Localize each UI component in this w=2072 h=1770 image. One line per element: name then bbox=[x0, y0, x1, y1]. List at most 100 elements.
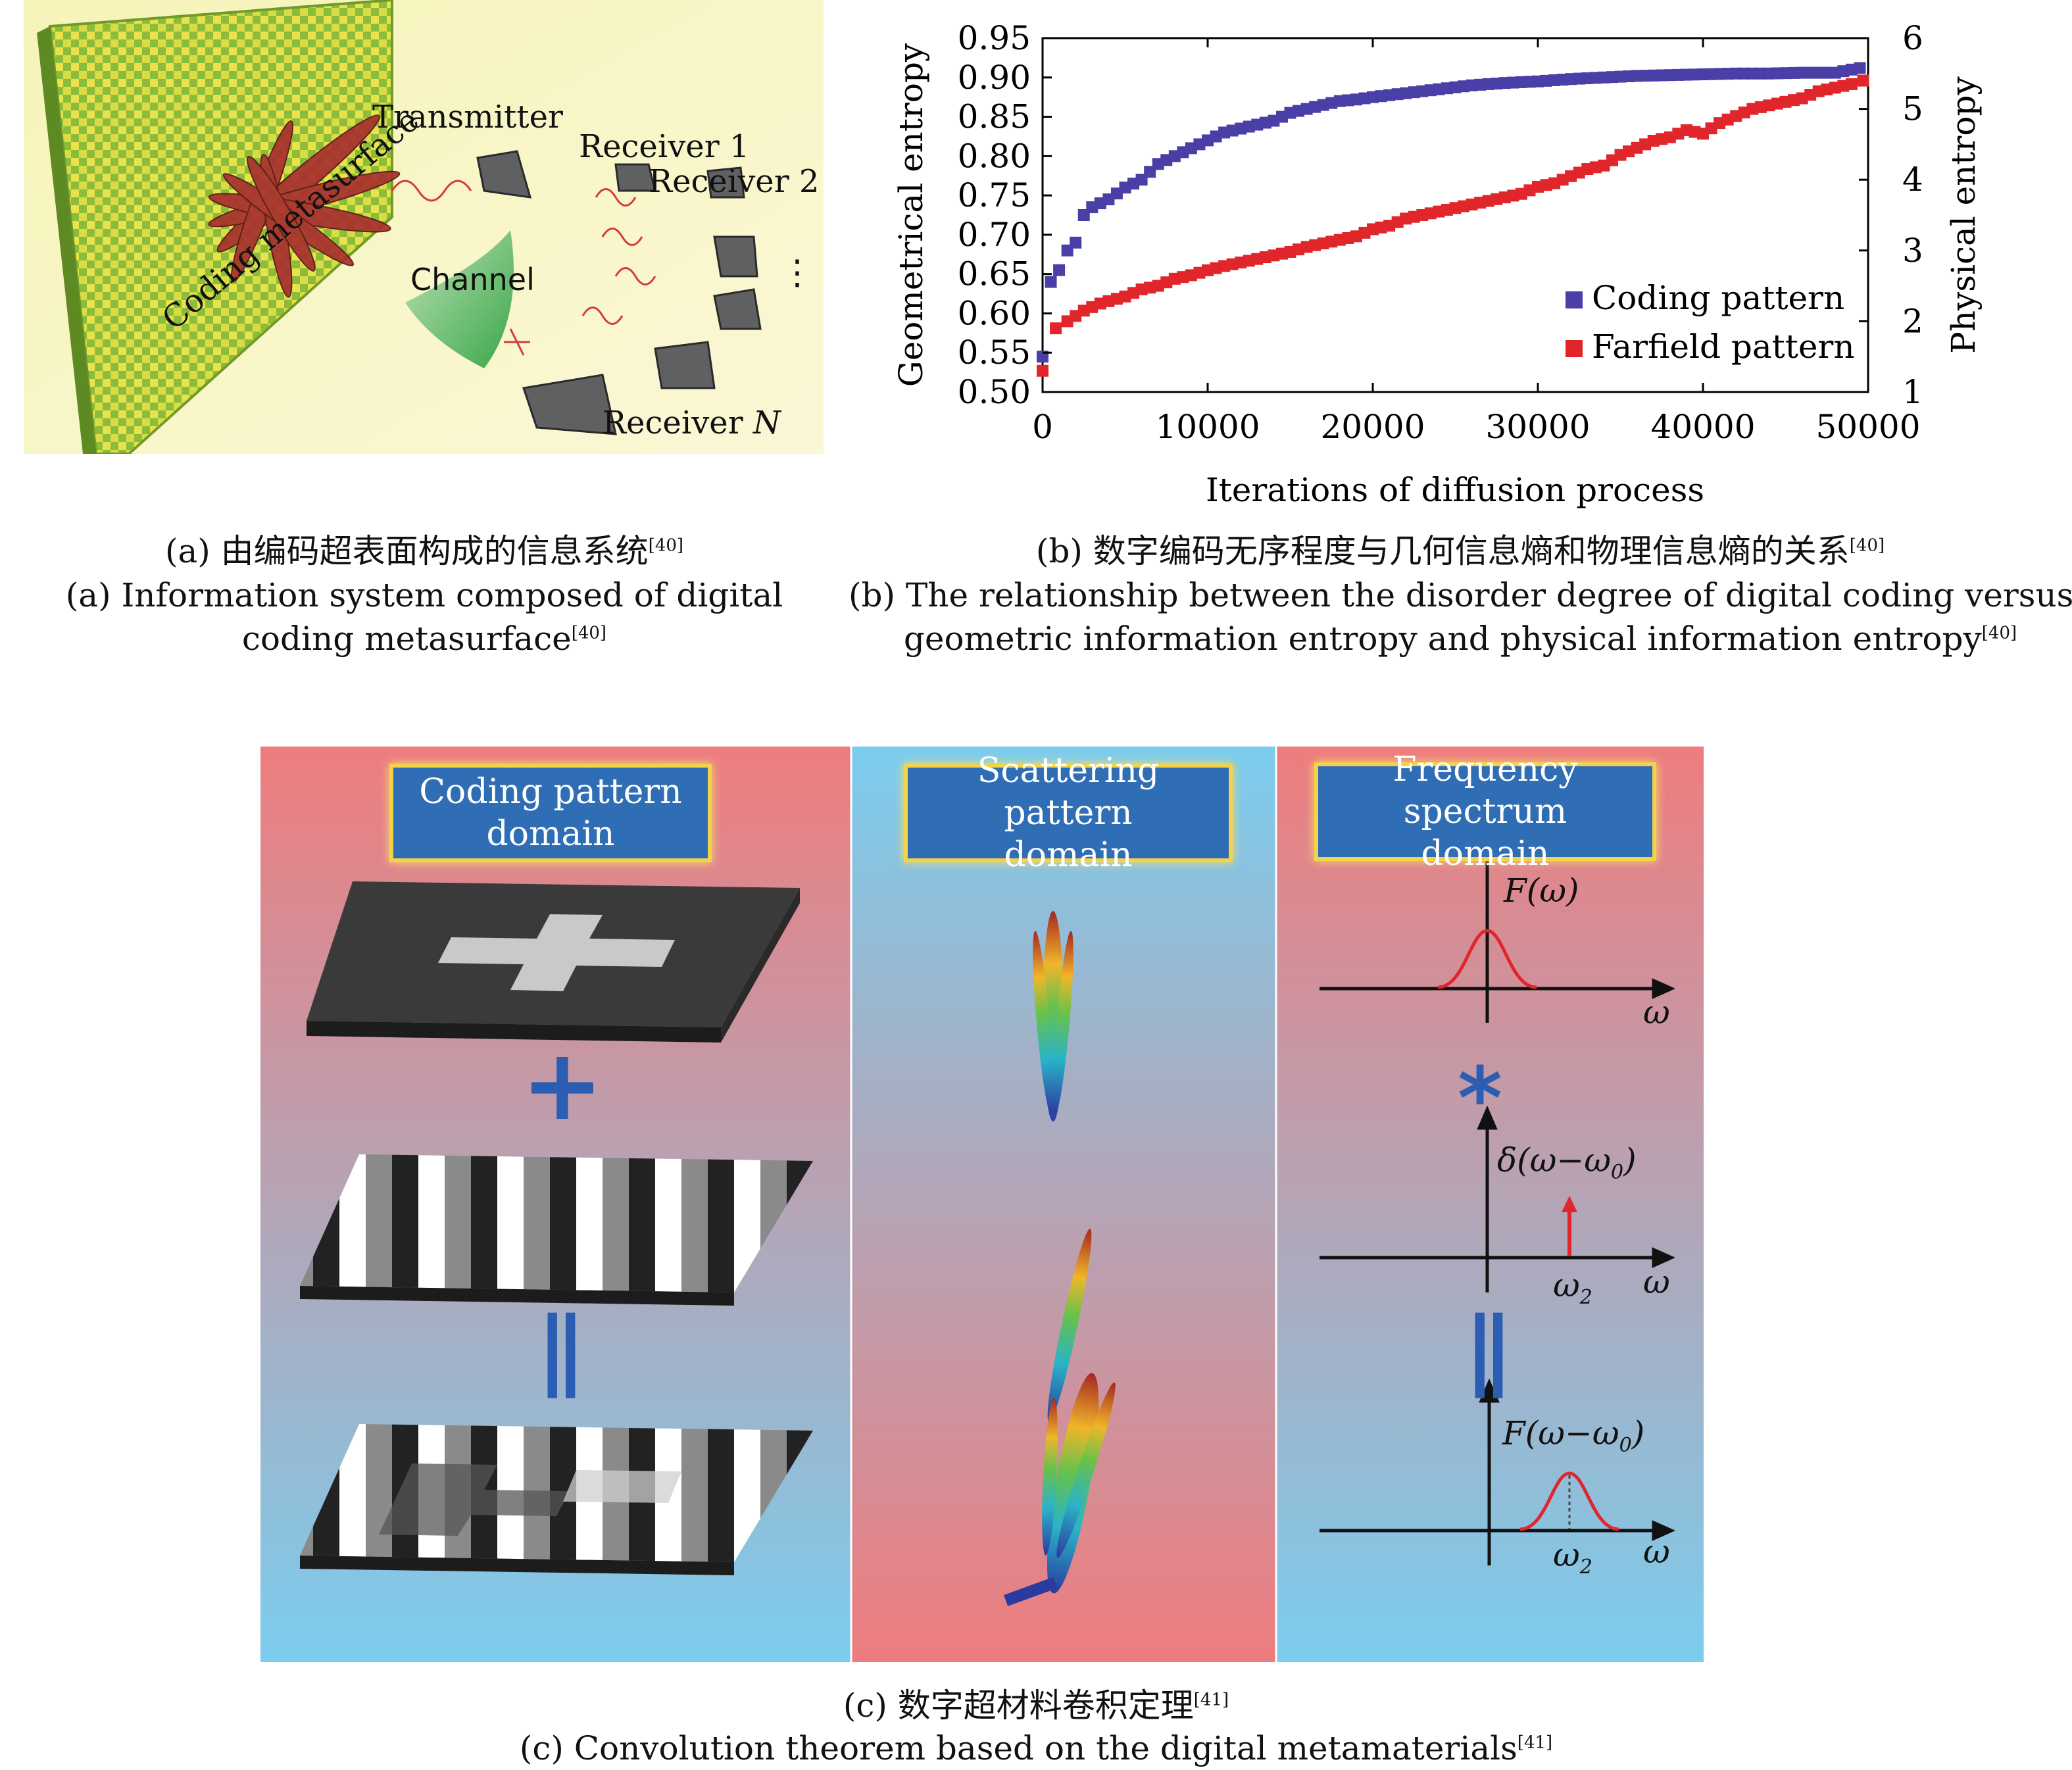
label-delta-sub: 0 bbox=[1611, 1161, 1624, 1184]
caption-b-en-ref: [40] bbox=[1981, 623, 2017, 643]
label-channel: Channel bbox=[410, 262, 535, 297]
y-tick-label: 0.80 bbox=[958, 137, 1031, 175]
equals-symbol-right: || bbox=[1464, 1298, 1514, 1398]
channel-shape bbox=[405, 230, 514, 368]
caption-c-cn-ref: [41] bbox=[1193, 1690, 1229, 1710]
y-tick-label: 0.50 bbox=[958, 373, 1031, 411]
legend: Coding pattern Farfield pattern bbox=[1566, 279, 1855, 366]
label-F-shift: F(ω−ω0) bbox=[1502, 1414, 1645, 1457]
caption-b-en-1: (b) The relationship between the disorde… bbox=[849, 576, 2072, 614]
scattering-pattern-3 bbox=[1004, 1373, 1116, 1606]
transmitter-beam-lobes bbox=[208, 114, 401, 298]
label-receiver-n-var: N bbox=[752, 405, 781, 441]
delta-arrow bbox=[1562, 1196, 1577, 1256]
caption-c-cn: (c) 数字超材料卷积定理[41] bbox=[0, 1684, 2072, 1727]
y2-axis-label: Physical entropy bbox=[1944, 76, 1983, 353]
y-tick-label: 0.60 bbox=[958, 294, 1031, 332]
data-point bbox=[1050, 322, 1062, 335]
axis-omega-2: ω bbox=[1643, 1263, 1670, 1301]
title-scattering-domain: Scattering pattern domain bbox=[904, 751, 1233, 875]
data-point bbox=[1845, 78, 1858, 90]
label-delta-text: δ(ω−ω bbox=[1497, 1141, 1612, 1179]
y-tick-label: 0.90 bbox=[958, 59, 1031, 97]
label-dots: ⋮ bbox=[780, 253, 814, 293]
caption-b-en-2-text: geometric information entropy and physic… bbox=[903, 620, 1982, 658]
chart-marks bbox=[1037, 62, 1869, 377]
caption-a-cn-ref: [40] bbox=[648, 535, 684, 556]
x-axis-label: Iterations of diffusion process bbox=[1206, 471, 1704, 509]
y-tick-label: 0.85 bbox=[958, 98, 1031, 136]
y2-tick-label: 1 bbox=[1902, 373, 1923, 411]
caption-b-cn: (b) 数字编码无序程度与几何信息熵和物理信息熵的关系[40] bbox=[849, 529, 2072, 573]
x-tick-label: 20000 bbox=[1320, 408, 1425, 446]
title-spectrum-domain: Frequency spectrum domain bbox=[1314, 750, 1656, 873]
label-receiver-n: Receiver N bbox=[603, 405, 781, 441]
data-point bbox=[1857, 74, 1869, 87]
coding-plate-result bbox=[300, 1424, 813, 1575]
coding-plate-cross bbox=[307, 881, 800, 1043]
y-axis-label: Geometrical entropy bbox=[892, 43, 930, 387]
title-spectrum-line2: domain bbox=[1421, 834, 1550, 873]
spectrum-axes-2 bbox=[1320, 1105, 1676, 1292]
label-omega2-top-sub: 2 bbox=[1579, 1286, 1592, 1309]
legend-label-coding: Coding pattern bbox=[1592, 279, 1844, 317]
axis-omega-1: ω bbox=[1643, 993, 1670, 1031]
y-tick-label: 0.75 bbox=[958, 176, 1031, 214]
caption-c-cn-text: (c) 数字超材料卷积定理 bbox=[843, 1686, 1194, 1725]
y-tick-label: 0.55 bbox=[958, 333, 1031, 372]
scattering-pattern-1 bbox=[1033, 911, 1073, 1121]
label-receiver-2: Receiver 2 bbox=[649, 163, 820, 200]
label-delta: δ(ω−ω0) bbox=[1497, 1141, 1637, 1184]
wave-glyphs bbox=[391, 180, 656, 356]
data-point bbox=[1037, 364, 1048, 377]
caption-c-en: (c) Convolution theorem based on the dig… bbox=[0, 1727, 2072, 1770]
y2-tick-label: 4 bbox=[1902, 160, 1923, 199]
label-F-shift-sub: 0 bbox=[1619, 1434, 1632, 1457]
label-transmitter: Transmitter bbox=[372, 99, 563, 135]
scattering-pattern-2 bbox=[1047, 1229, 1092, 1422]
caption-b-cn-ref: [40] bbox=[1849, 535, 1885, 556]
label-receiver-1: Receiver 1 bbox=[579, 128, 750, 165]
title-spectrum-line1: Frequency spectrum bbox=[1393, 750, 1578, 831]
label-F-shift-text: F(ω−ω bbox=[1502, 1414, 1619, 1452]
caption-c-en-ref: [41] bbox=[1517, 1733, 1553, 1753]
label-omega2-top: ω2 bbox=[1553, 1266, 1592, 1309]
data-point bbox=[1070, 236, 1082, 249]
legend-swatch-coding bbox=[1566, 291, 1583, 308]
caption-a-cn-text: (a) 由编码超表面构成的信息系统 bbox=[164, 532, 649, 570]
series-farfield-pattern bbox=[1037, 74, 1869, 377]
chart-axes: 0 10000 20000 30000 40000 500000.500.550.600.… bbox=[958, 19, 1923, 446]
star-symbol: * bbox=[1458, 1048, 1502, 1148]
title-coding-line2: domain bbox=[486, 814, 615, 854]
plus-symbol: + bbox=[521, 1028, 604, 1143]
panel-c: Coding pattern domain Scattering pattern… bbox=[260, 747, 1704, 1662]
y2-tick-label: 3 bbox=[1902, 232, 1923, 270]
title-coding-domain: Coding pattern domain bbox=[389, 764, 712, 862]
label-omega2-bottom-text: ω bbox=[1553, 1536, 1580, 1574]
axis-omega-3: ω bbox=[1643, 1533, 1670, 1571]
caption-a-en-ref: [40] bbox=[571, 623, 607, 643]
x-tick-label: 40000 bbox=[1650, 408, 1755, 446]
caption-a-en-2-text: coding metasurface bbox=[241, 620, 572, 658]
title-scattering-line2: domain bbox=[1004, 835, 1133, 875]
spectrum-axes-3 bbox=[1320, 1378, 1676, 1565]
data-point bbox=[1854, 62, 1866, 74]
y2-tick-label: 6 bbox=[1902, 19, 1923, 57]
caption-b-en-2: geometric information entropy and physic… bbox=[849, 617, 2072, 660]
caption-a-cn: (a) 由编码超表面构成的信息系统[40] bbox=[0, 529, 849, 573]
label-F-omega: F(ω) bbox=[1504, 872, 1579, 910]
caption-a-en-1: (a) Information system composed of digit… bbox=[65, 576, 783, 614]
x-tick-label: 10000 bbox=[1155, 408, 1260, 446]
title-coding-line1: Coding pattern bbox=[419, 772, 682, 812]
legend-swatch-farfield bbox=[1566, 340, 1583, 357]
y-tick-label: 0.65 bbox=[958, 255, 1031, 293]
data-point bbox=[1053, 264, 1066, 276]
metasurface-illustration bbox=[24, 0, 824, 455]
x-tick-label: 0 bbox=[1032, 408, 1053, 446]
convolution-figure bbox=[260, 747, 1704, 1662]
title-scattering-line1: Scattering pattern bbox=[977, 751, 1160, 833]
panel-a: Transmitter Receiver 1 Receiver 2 ⋮ Chan… bbox=[24, 0, 824, 455]
caption-c-en-text: (c) Convolution theorem based on the dig… bbox=[519, 1729, 1517, 1767]
legend-label-farfield: Farfield pattern bbox=[1592, 328, 1855, 366]
y2-tick-label: 5 bbox=[1902, 90, 1923, 128]
